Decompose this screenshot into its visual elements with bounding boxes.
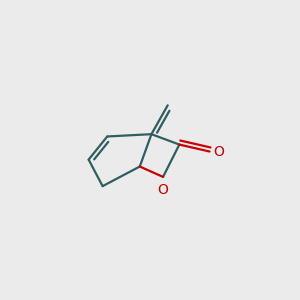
Text: O: O bbox=[214, 145, 225, 158]
Text: O: O bbox=[158, 183, 169, 197]
